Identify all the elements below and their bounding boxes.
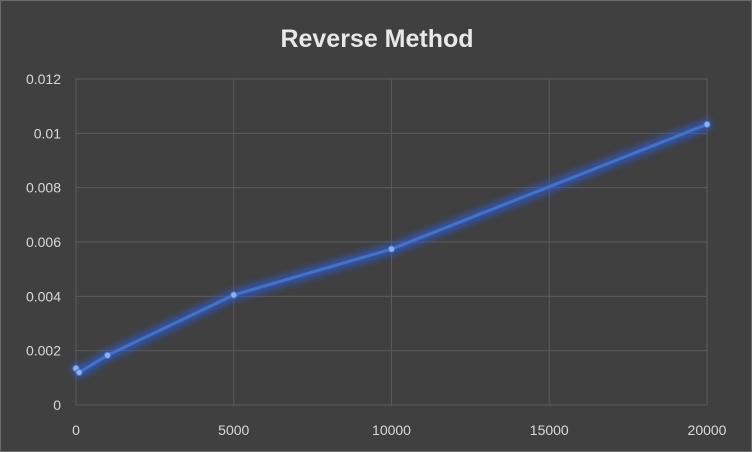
y-tick-label: 0.008 [26, 180, 61, 196]
x-tick-label: 0 [72, 422, 80, 438]
data-point [103, 351, 112, 359]
data-point [703, 120, 711, 129]
x-tick-label: 15000 [530, 422, 569, 438]
y-tick-label: 0.01 [34, 125, 61, 141]
y-tick-label: 0 [53, 397, 61, 413]
data-point [387, 245, 396, 253]
y-tick-label: 0.012 [26, 71, 61, 87]
y-tick-label: 0.002 [26, 343, 61, 359]
y-tick-label: 0.004 [26, 288, 61, 304]
tick-labels: 0 0.002 0.004 0.006 0.008 0.01 0.012 0 5000 10000… [26, 71, 727, 438]
x-tick-label: 20000 [688, 422, 727, 438]
y-tick-label: 0.006 [26, 234, 61, 250]
data-point [75, 368, 83, 377]
x-tick-label: 5000 [218, 422, 249, 438]
data-point [230, 291, 238, 299]
chart-title: Reverse Method [280, 25, 473, 53]
x-tick-label: 10000 [372, 422, 411, 438]
series-layer [71, 119, 712, 377]
gridlines [75, 78, 708, 406]
